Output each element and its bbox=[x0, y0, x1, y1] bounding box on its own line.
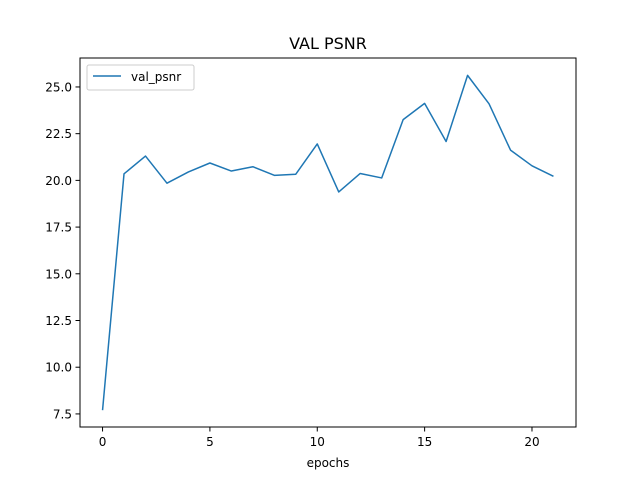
y-tick-label: 20.0 bbox=[45, 174, 72, 188]
y-tick-label: 25.0 bbox=[45, 80, 72, 94]
y-tick-label: 7.5 bbox=[53, 407, 72, 421]
series-line-val_psnr bbox=[101, 74, 554, 411]
x-tick-label: 20 bbox=[524, 435, 539, 449]
legend: val_psnr bbox=[86, 64, 195, 91]
plot-frame bbox=[79, 57, 577, 428]
x-tick-label: 15 bbox=[417, 435, 432, 449]
legend-label: val_psnr bbox=[131, 70, 181, 84]
x-tick-label: 0 bbox=[99, 435, 107, 449]
x-tick-label: 10 bbox=[310, 435, 325, 449]
legend-box bbox=[86, 64, 195, 91]
y-tick-label: 10.0 bbox=[45, 361, 72, 375]
x-axis-label: epochs bbox=[307, 456, 350, 470]
x-tick-label: 5 bbox=[206, 435, 214, 449]
y-tick-label: 17.5 bbox=[45, 221, 72, 235]
y-tick-label: 12.5 bbox=[45, 314, 72, 328]
y-tick-label: 15.0 bbox=[45, 267, 72, 281]
y-tick-label: 22.5 bbox=[45, 127, 72, 141]
chart-title: VAL PSNR bbox=[289, 34, 367, 53]
